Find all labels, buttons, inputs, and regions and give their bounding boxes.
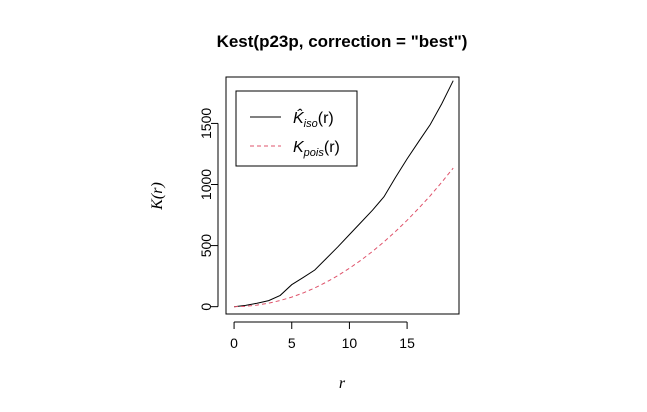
legend: K̂iso(r)Kpois(r) (235, 90, 358, 167)
legend-label-sub: pois (303, 147, 325, 159)
x-tick-label: 10 (342, 335, 358, 351)
legend-label-main: K̂ (293, 107, 305, 127)
y-tick-label: 1000 (198, 169, 214, 200)
x-axis: 0 5 10 15 (230, 321, 415, 351)
chart-title: Kest(p23p, correction = "best") (217, 32, 468, 51)
x-tick-label: 15 (399, 335, 415, 351)
series-kiso-line (234, 80, 454, 308)
x-tick-label: 5 (288, 335, 296, 351)
legend-label-main: K (293, 139, 305, 156)
y-tick-label: 500 (198, 234, 214, 258)
series-layer (234, 80, 454, 308)
y-tick-label: 1500 (198, 108, 214, 139)
legend-label: K̂iso(r) (293, 107, 334, 130)
y-axis: 0 500 1000 1500 (198, 108, 219, 311)
legend-label-arg: (r) (318, 110, 334, 127)
plot-frame (225, 76, 460, 315)
legend-label-arg: (r) (324, 139, 340, 156)
y-axis-label: K(r) (149, 182, 166, 211)
series-kpois-line (234, 167, 454, 308)
legend-box (235, 90, 358, 167)
x-tick-label: 0 (230, 335, 238, 351)
x-axis-label: r (339, 375, 346, 392)
legend-label-sub: iso (304, 118, 318, 130)
legend-label: Kpois(r) (293, 139, 340, 159)
y-tick-label: 0 (198, 303, 214, 311)
